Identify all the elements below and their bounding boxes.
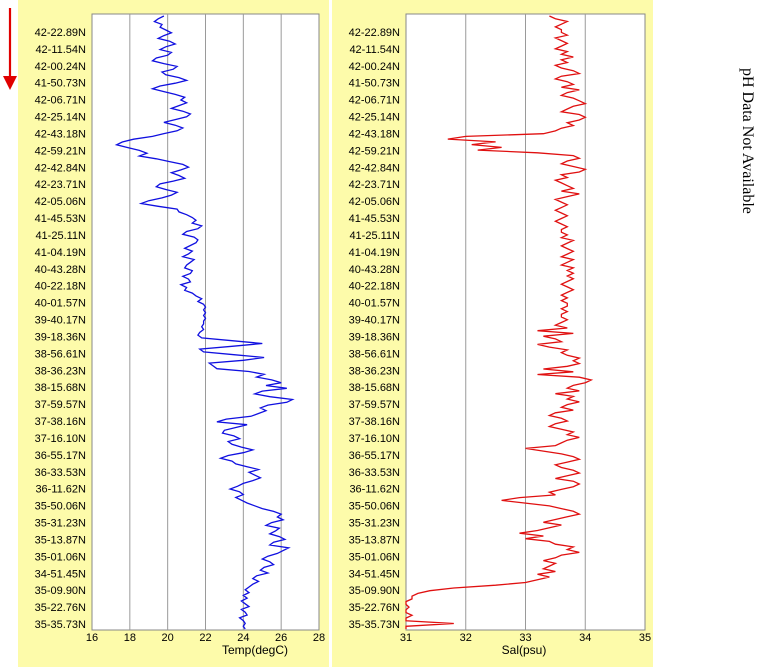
- temp-latitude-label: 37-16.10N: [35, 433, 86, 445]
- temp-latitude-label: 42-23.71N: [35, 179, 86, 191]
- temp-latitude-label: 41-25.11N: [35, 230, 86, 242]
- temp-latitude-label: 35-13.87N: [35, 534, 86, 546]
- temp-latitude-label: 40-01.57N: [35, 298, 86, 310]
- temp-latitude-label: 42-42.84N: [35, 162, 86, 174]
- temp-x-ticks: 16 18 20 22 24 26 28: [86, 632, 325, 644]
- temp-latitude-label: 34-51.45N: [35, 568, 86, 580]
- temp-latitude-label: 42-22.89N: [35, 27, 86, 39]
- temp-latitude-label: 38-36.23N: [35, 365, 86, 377]
- temp-latitude-label: 42-25.14N: [35, 112, 86, 124]
- temp-latitude-label: 37-38.16N: [35, 416, 86, 428]
- temp-latitude-label: 35-09.90N: [35, 585, 86, 597]
- sal-latitude-label: 35-31.23N: [349, 518, 400, 530]
- temp-latitude-label: 35-50.06N: [35, 501, 86, 513]
- sal-x-axis-label: Sal(psu): [502, 643, 547, 657]
- temp-x-tick-label: 18: [124, 632, 136, 644]
- temp-latitude-label: 36-55.17N: [35, 450, 86, 462]
- sal-latitude-label: 35-09.90N: [349, 585, 400, 597]
- sal-grid: [405, 13, 646, 631]
- sal-latitude-label: 38-36.23N: [349, 365, 400, 377]
- sal-latitude-label: 40-01.57N: [349, 298, 400, 310]
- sal-latitude-label: 35-50.06N: [349, 501, 400, 513]
- temp-latitude-labels: 42-22.89N 42-11.54N 42-00.24N 41-50.73N 42-0…: [35, 27, 86, 631]
- sal-latitude-label: 36-55.17N: [349, 450, 400, 462]
- salinity-series-line: [405, 15, 594, 629]
- sal-x-tick-label: 35: [639, 632, 651, 644]
- sal-latitude-label: 42-06.71N: [349, 95, 400, 107]
- sal-x-ticks: 31 32 33 34 35: [400, 632, 651, 644]
- temp-latitude-label: 39-40.17N: [35, 315, 86, 327]
- sal-latitude-label: 41-04.19N: [349, 247, 400, 259]
- temp-latitude-label: 40-43.28N: [35, 264, 86, 276]
- temp-x-axis-label: Temp(degC): [222, 643, 288, 657]
- down-arrow-icon: [3, 8, 17, 90]
- sal-latitude-label: 35-22.76N: [349, 602, 400, 614]
- temp-latitude-label: 41-45.53N: [35, 213, 86, 225]
- sal-latitude-label: 35-01.06N: [349, 551, 400, 563]
- temp-latitude-label: 38-56.61N: [35, 348, 86, 360]
- temp-latitude-label: 37-59.57N: [35, 399, 86, 411]
- ph-note-text: pH Data Not Available: [739, 68, 756, 214]
- temp-latitude-label: 40-22.18N: [35, 281, 86, 293]
- ph-unavailable-note: pH Data Not Available: [739, 68, 778, 288]
- temp-latitude-label: 42-00.24N: [35, 61, 86, 73]
- sal-latitude-label: 40-43.28N: [349, 264, 400, 276]
- temp-x-tick-label: 20: [162, 632, 174, 644]
- temp-latitude-label: 38-15.68N: [35, 382, 86, 394]
- sal-latitude-label: 42-00.24N: [349, 61, 400, 73]
- temp-x-tick-label: 28: [313, 632, 325, 644]
- temp-latitude-label: 42-06.71N: [35, 95, 86, 107]
- sal-latitude-label: 35-13.87N: [349, 534, 400, 546]
- sal-latitude-label: 42-05.06N: [349, 196, 400, 208]
- sal-latitude-label: 39-18.36N: [349, 331, 400, 343]
- temp-grid: [91, 13, 320, 631]
- sal-latitude-label: 37-16.10N: [349, 433, 400, 445]
- sal-latitude-label: 42-22.89N: [349, 27, 400, 39]
- sal-x-tick-label: 34: [579, 632, 591, 644]
- temp-latitude-label: 42-11.54N: [35, 44, 86, 56]
- sal-latitude-label: 42-59.21N: [349, 145, 400, 157]
- sal-latitude-label: 35-35.73N: [349, 619, 400, 631]
- sal-latitude-label: 42-23.71N: [349, 179, 400, 191]
- temp-x-tick-label: 26: [275, 632, 287, 644]
- sal-latitude-label: 41-50.73N: [349, 78, 400, 90]
- sal-latitude-label: 42-43.18N: [349, 128, 400, 140]
- sal-latitude-label: 42-11.54N: [349, 44, 400, 56]
- temp-latitude-label: 35-35.73N: [35, 619, 86, 631]
- sal-latitude-label: 36-11.62N: [349, 484, 400, 496]
- temp-latitude-label: 36-11.62N: [35, 484, 86, 496]
- sal-latitude-label: 36-33.53N: [349, 467, 400, 479]
- sal-x-tick-label: 31: [400, 632, 412, 644]
- temp-latitude-label: 41-50.73N: [35, 78, 86, 90]
- temp-latitude-label: 41-04.19N: [35, 247, 86, 259]
- sal-latitude-label: 42-42.84N: [349, 162, 400, 174]
- temp-latitude-label: 35-22.76N: [35, 602, 86, 614]
- temp-latitude-label: 36-33.53N: [35, 467, 86, 479]
- sal-latitude-label: 37-38.16N: [349, 416, 400, 428]
- sal-latitude-label: 38-56.61N: [349, 348, 400, 360]
- sal-x-tick-label: 33: [519, 632, 531, 644]
- temp-latitude-label: 35-01.06N: [35, 551, 86, 563]
- temperature-series-line: [114, 15, 295, 630]
- temp-latitude-label: 35-31.23N: [35, 518, 86, 530]
- temp-x-tick-label: 24: [237, 632, 249, 644]
- sal-latitude-labels: 42-22.89N 42-11.54N 42-00.24N 41-50.73N 42-0…: [349, 27, 400, 631]
- sal-latitude-label: 38-15.68N: [349, 382, 400, 394]
- temp-latitude-label: 42-05.06N: [35, 196, 86, 208]
- sal-latitude-label: 41-25.11N: [349, 230, 400, 242]
- sal-latitude-label: 34-51.45N: [349, 568, 400, 580]
- sal-latitude-label: 40-22.18N: [349, 281, 400, 293]
- sal-latitude-label: 39-40.17N: [349, 315, 400, 327]
- sal-x-tick-label: 32: [460, 632, 472, 644]
- temp-x-tick-label: 22: [199, 632, 211, 644]
- temp-latitude-label: 39-18.36N: [35, 331, 86, 343]
- temp-latitude-label: 42-43.18N: [35, 128, 86, 140]
- temp-x-tick-label: 16: [86, 632, 98, 644]
- sal-latitude-label: 42-25.14N: [349, 112, 400, 124]
- sal-latitude-label: 41-45.53N: [349, 213, 400, 225]
- temp-latitude-label: 42-59.21N: [35, 145, 86, 157]
- sal-latitude-label: 37-59.57N: [349, 399, 400, 411]
